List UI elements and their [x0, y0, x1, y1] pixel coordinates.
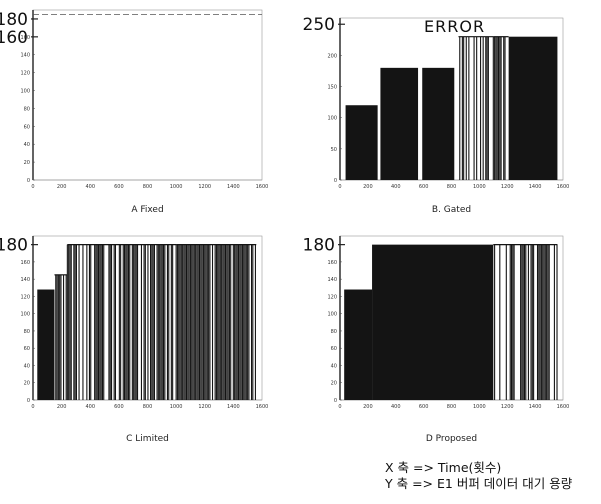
bar-segment — [345, 105, 378, 180]
y-tick-label: 100 — [20, 89, 30, 95]
y-tick-label: 0 — [334, 398, 337, 404]
x-tick-label: 800 — [447, 404, 457, 410]
x-tick-label: 200 — [363, 404, 373, 410]
y-tick-label: 100 — [20, 312, 30, 318]
y-tick-label: 20 — [331, 381, 337, 387]
x-tick-label: 1400 — [529, 404, 542, 410]
x-tick-label: 1600 — [256, 184, 269, 190]
x-tick-label: 800 — [447, 184, 457, 190]
x-tick-label: 0 — [338, 404, 341, 410]
y-tick-label: 100 — [327, 312, 337, 318]
x-tick-label: 1400 — [227, 184, 240, 190]
y-tick-label: 120 — [20, 294, 30, 300]
y-tick-label: 60 — [24, 346, 30, 352]
y-tick-label: 40 — [24, 363, 30, 369]
x-tick-label: 600 — [114, 184, 124, 190]
y-tick-label: 140 — [20, 277, 30, 283]
big-y-label: 180 — [0, 236, 28, 256]
bar-segment — [372, 244, 494, 400]
y-tick-label: 120 — [327, 294, 337, 300]
y-tick-label: 150 — [327, 85, 337, 91]
x-tick-label: 400 — [85, 404, 95, 410]
x-tick-label: 1200 — [501, 404, 514, 410]
y-tick-label: 0 — [334, 178, 337, 184]
error-annotation: ERROR — [424, 17, 485, 36]
y-tick-label: 80 — [24, 329, 30, 335]
plot-frame — [32, 9, 263, 181]
x-tick-label: 1000 — [170, 404, 183, 410]
x-tick-label: 1200 — [198, 184, 211, 190]
panel-proposed: 0 200 400 600 800 1000 1200 1400 1600 0 20 40 60 80 10… — [303, 236, 570, 444]
x-tick-label: 1600 — [256, 404, 269, 410]
y-tick-label: 60 — [331, 346, 337, 352]
x-tick-label: 1600 — [557, 404, 570, 410]
x-tick-label: 1600 — [557, 184, 570, 190]
x-tick-label: 1400 — [529, 184, 542, 190]
x-tick-label: 0 — [338, 184, 341, 190]
x-tick-label: 800 — [143, 184, 153, 190]
big-y-label: 180 — [303, 236, 335, 256]
panel-caption: A Fixed — [131, 205, 163, 215]
x-tick-label: 600 — [419, 404, 429, 410]
x-tick-label: 200 — [57, 184, 67, 190]
bar-segment — [422, 67, 455, 180]
big-y-label: 160 — [0, 28, 28, 48]
x-tick-label: 200 — [57, 404, 67, 410]
x-tick-label: 1000 — [170, 184, 183, 190]
x-tick-label: 200 — [363, 184, 373, 190]
x-tick-label: 600 — [419, 184, 429, 190]
big-y-label: 180 — [0, 10, 28, 30]
y-tick-label: 0 — [27, 398, 30, 404]
panel-limited: 0 200 400 600 800 1000 1200 1400 1600 0 20 40 60 80 10… — [0, 236, 268, 444]
y-tick-label: 20 — [24, 381, 30, 387]
x-tick-label: 800 — [143, 404, 153, 410]
y-tick-label: 160 — [327, 260, 337, 266]
panel-fixed: 0 200 400 600 800 1000 1200 1400 1600 0 20 40 60 80 10… — [0, 9, 269, 215]
y-tick-label: 0 — [27, 178, 30, 184]
x-tick-label: 1000 — [473, 404, 486, 410]
x-tick-label: 1200 — [501, 184, 514, 190]
bar-segment — [344, 289, 373, 400]
big-y-label: 250 — [303, 15, 335, 35]
y-tick-label: 120 — [20, 71, 30, 77]
bar-segment — [380, 67, 419, 180]
bar-segment — [508, 36, 558, 180]
x-tick-label: 1400 — [227, 404, 240, 410]
y-tick-label: 80 — [24, 106, 30, 112]
panel-caption: D Proposed — [426, 434, 477, 444]
x-tick-label: 400 — [391, 184, 401, 190]
y-tick-label: 80 — [331, 329, 337, 335]
x-axis-note: X 축 => Time(횟수) — [385, 460, 502, 475]
x-tick-label: 400 — [391, 404, 401, 410]
y-tick-label: 140 — [327, 277, 337, 283]
x-tick-label: 1000 — [473, 184, 486, 190]
bar-segment — [37, 289, 55, 400]
x-tick-label: 600 — [114, 404, 124, 410]
x-tick-label: 0 — [31, 404, 34, 410]
y-tick-label: 40 — [24, 142, 30, 148]
y-tick-label: 40 — [331, 363, 337, 369]
x-tick-label: 400 — [85, 184, 95, 190]
y-tick-label: 60 — [24, 124, 30, 130]
x-tick-label: 1200 — [198, 404, 211, 410]
panel-caption: C Limited — [126, 434, 169, 444]
panel-gated: 0 200 400 600 800 1000 1200 1400 1600 0 50 100 150 20… — [303, 15, 570, 215]
x-tick-label: 0 — [31, 184, 34, 190]
y-tick-label: 160 — [20, 260, 30, 266]
y-tick-label: 100 — [327, 116, 337, 122]
panel-caption: B. Gated — [432, 205, 471, 215]
y-tick-label: 140 — [20, 53, 30, 59]
y-tick-label: 50 — [331, 147, 337, 153]
y-tick-label: 200 — [327, 53, 337, 59]
y-axis-note: Y 축 => E1 버퍼 데이터 대기 용량 — [385, 476, 573, 491]
y-tick-label: 20 — [24, 160, 30, 166]
y-tick-label: 160 — [20, 35, 30, 41]
